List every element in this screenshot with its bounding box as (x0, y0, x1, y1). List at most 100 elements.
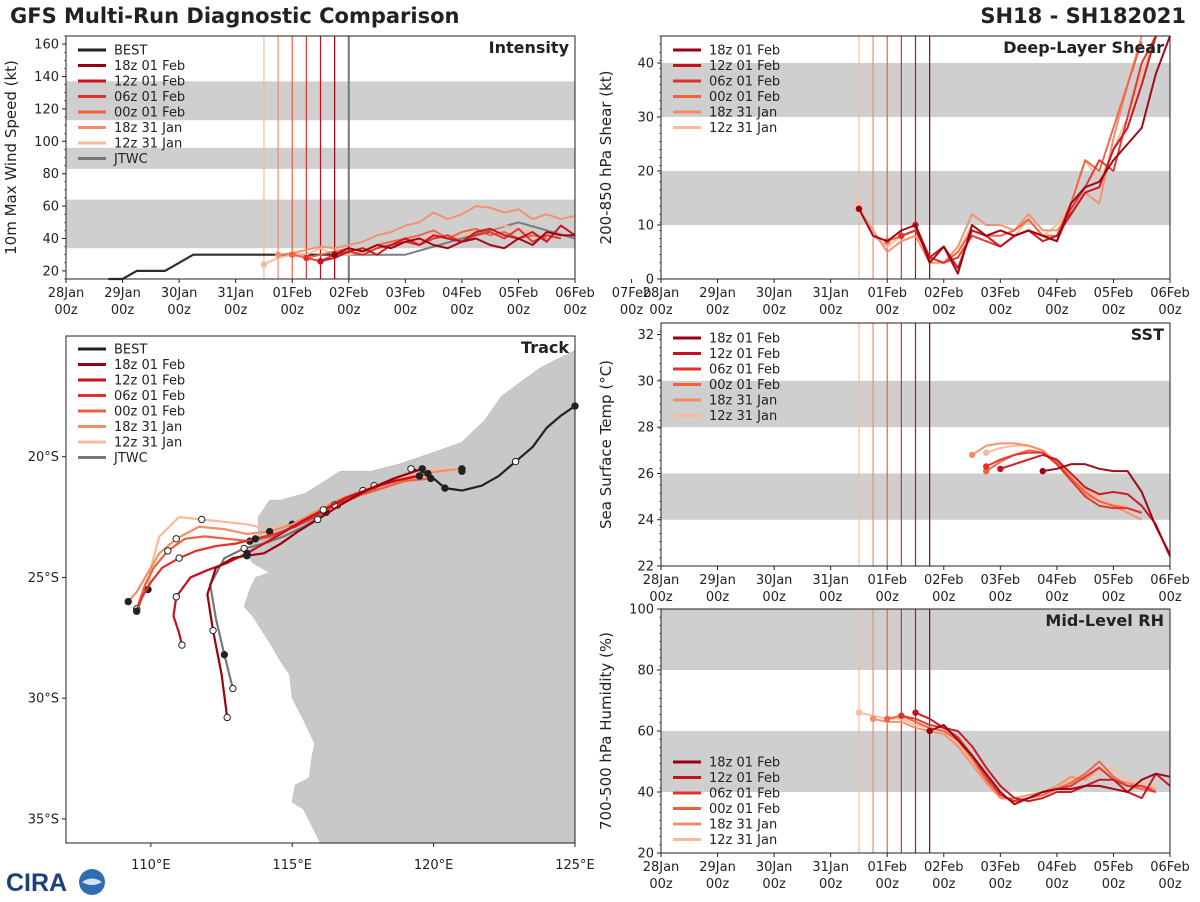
x-tick-label-hour: 00z (281, 303, 305, 318)
track-marker (198, 515, 206, 524)
x-tick-label: 07Feb (612, 286, 652, 301)
series-start-marker (855, 200, 863, 207)
legend-label: 00z 01 Feb (114, 405, 185, 420)
x-tick-label: 29Jan (699, 573, 736, 588)
track-marker (313, 515, 322, 524)
legend-label: 00z 01 Feb (709, 90, 780, 105)
x-tick-label-hour: 00z (1158, 590, 1182, 605)
panel-sst: 22 24 26 28 30 32 28Jan 00z 29Jan 00z 30Jan 00z 31Ja… (597, 322, 1190, 605)
track-marker (441, 484, 449, 492)
legend-label: 18z 31 Jan (709, 818, 777, 833)
y-tick-label: 35°S (28, 812, 59, 827)
y-tick-label: 140 (34, 70, 59, 85)
x-tick-label: 29Jan (699, 286, 736, 301)
x-tick-label-hour: 00z (563, 303, 587, 318)
track-line-best (410, 405, 576, 492)
x-tick-label-hour: 00z (620, 303, 644, 318)
y-tick-label: 20 (637, 165, 654, 180)
y-tick-label: 120 (34, 102, 59, 117)
track-marker (319, 506, 328, 514)
series-start-marker (855, 709, 863, 716)
cira-logo: CIRA (4, 866, 108, 898)
x-tick-label: 110°E (131, 858, 171, 873)
x-tick-label-hour: 00z (819, 590, 843, 605)
legend-label: 18z 31 Jan (114, 121, 182, 136)
series-start-marker (869, 715, 877, 722)
x-tick-label-hour: 00z (989, 303, 1013, 318)
x-tick-label-hour: 00z (54, 303, 78, 318)
track-marker (172, 535, 180, 543)
legend-label: 12z 31 Jan (709, 121, 777, 136)
y-tick-label: 100 (629, 603, 654, 618)
legend-label: JTWC (113, 152, 148, 167)
page-title: GFS Multi-Run Diagnostic Comparison (10, 4, 460, 28)
x-tick-label: 29Jan (699, 860, 736, 875)
y-tick-label: 30 (637, 111, 654, 126)
x-tick-label: 125°E (555, 858, 595, 873)
y-tick-label: 160 (34, 38, 59, 53)
x-tick-label: 01Feb (867, 573, 907, 588)
y-tick-label: 40 (637, 57, 654, 72)
x-tick-label: 06Feb (1150, 286, 1190, 301)
panel-track: 110°E 115°E 120°E 125°E 20°S 25°S 30°S 35°S Trac… (28, 335, 595, 873)
legend-label: BEST (114, 44, 147, 59)
x-tick-label: 04Feb (1037, 860, 1077, 875)
x-tick-label-hour: 00z (932, 590, 956, 605)
x-tick-label: 05Feb (1094, 573, 1134, 588)
series-start-marker (317, 257, 324, 265)
legend-label: 06z 01 Feb (709, 75, 780, 90)
track-marker (424, 469, 432, 478)
panel-title: Intensity (489, 38, 570, 57)
y-tick-label: 22 (637, 560, 654, 575)
y-tick-label: 40 (42, 232, 59, 247)
legend-label: 00z 01 Feb (709, 378, 780, 393)
legend-label: 18z 01 Feb (709, 332, 780, 347)
x-tick-label: 28Jan (48, 286, 85, 301)
y-tick-label: 20 (42, 264, 59, 279)
y-axis-label: 200-850 hPa Shear (kt) (597, 71, 615, 245)
legend-label: 18z 01 Feb (709, 756, 780, 771)
x-tick-label: 03Feb (981, 573, 1021, 588)
series-line-12z-01-feb (1000, 453, 1171, 558)
x-tick-label: 03Feb (981, 860, 1021, 875)
legend-label: 12z 31 Jan (114, 436, 182, 451)
legend-label: 12z 01 Feb (114, 374, 185, 389)
y-tick-label: 30°S (28, 692, 59, 707)
legend-label: 18z 31 Jan (114, 420, 182, 435)
track-line-jtwc (209, 511, 327, 689)
track-marker (243, 552, 251, 560)
y-tick-label: 24 (637, 513, 654, 528)
panel-title: Mid-Level RH (1045, 611, 1164, 630)
legend-label: JTWC (113, 451, 148, 466)
track-marker (511, 457, 520, 466)
x-tick-label-hour: 00z (932, 303, 956, 318)
series-start-marker (274, 251, 282, 258)
y-tick-label: 0 (646, 273, 654, 288)
x-tick-label-hour: 00z (1102, 590, 1126, 605)
x-tick-label: 30Jan (756, 860, 793, 875)
x-tick-label-hour: 00z (876, 877, 900, 892)
x-tick-label: 04Feb (1037, 573, 1077, 588)
x-tick-label: 30Jan (161, 286, 198, 301)
series-start-marker (912, 709, 919, 716)
x-tick-label-hour: 00z (450, 303, 474, 318)
x-tick-label: 30Jan (756, 573, 793, 588)
x-tick-label-hour: 00z (706, 303, 730, 318)
track-marker (178, 641, 186, 649)
x-tick-label: 02Feb (924, 286, 964, 301)
y-tick-label: 30 (637, 374, 654, 389)
panel-rh: 20 40 60 80 100 28Jan 00z 29Jan 00z 30Jan 00z 31Jan… (597, 603, 1190, 893)
track-marker (415, 472, 424, 480)
x-tick-label-hour: 00z (507, 303, 531, 318)
series-start-marker (982, 449, 990, 456)
track-marker (229, 684, 237, 693)
x-tick-label-hour: 00z (1045, 303, 1069, 318)
y-tick-label: 28 (637, 421, 654, 436)
x-tick-label-hour: 00z (876, 303, 900, 318)
y-tick-label: 20°S (28, 450, 59, 465)
series-start-marker (855, 205, 863, 212)
y-axis-label: 700-500 hPa Humidity (%) (597, 632, 615, 830)
legend-label: 12z 31 Jan (709, 833, 777, 848)
series-line-00z-01-feb (291, 227, 547, 259)
x-tick-label: 01Feb (867, 860, 907, 875)
